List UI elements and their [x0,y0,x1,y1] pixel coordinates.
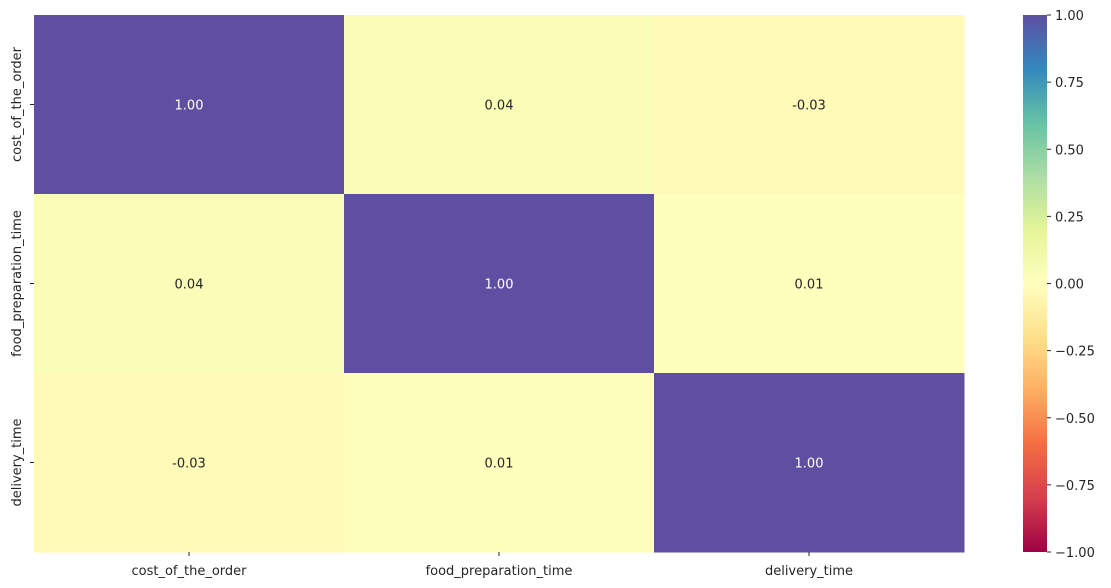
y-axis: cost_of_the_order food_preparation_timede… [10,46,34,507]
x-axis: cost_of_the_order food_preparation_time de… [131,552,853,579]
colorbar-tick-label: 0.50 [1055,143,1084,158]
x-tick-label: food_preparation_time [426,564,573,579]
y-tick-label: cost_of_the_order [10,46,25,162]
cell-annotation: -0.03 [172,457,206,472]
heatmap-cell [654,373,965,553]
cell-annotation: 1.00 [175,99,204,114]
heatmap-cell [344,373,655,553]
heatmap-cell [34,194,345,374]
heatmap-cell [344,15,655,195]
cell-annotation: 0.01 [795,278,824,293]
colorbar-tick-label: −0.25 [1055,345,1095,360]
cell-annotation: 0.04 [175,278,204,293]
colorbar-tick-label: −0.75 [1055,479,1095,494]
cell-annotation: 0.01 [485,457,514,472]
y-tick-label: food_preparation_time [10,210,25,357]
heatmap-cell [654,15,965,195]
x-tick-label: cost_of_the_order [131,564,247,579]
heatmap-cell [654,194,965,374]
colorbar-tick-label: 1.00 [1055,9,1084,24]
cell-annotation: -0.03 [792,99,826,114]
y-tick-label: delivery_time [10,418,25,506]
x-tick-label: delivery_time [765,564,853,579]
colorbar [1023,15,1047,552]
heatmap-cell [344,194,655,374]
cell-annotation: 1.00 [485,278,514,293]
colorbar-ticks: −1.00 −0.75 −0.50 −0.25 0.00 0.25 0.50 0.75 1.00 [1047,9,1095,561]
heatmap-cell [34,15,345,195]
heatmap-cells: 1.00 0.04 -0.03 0.04 1.00 0.01 -0.03 0.01 1.00 [34,15,965,553]
colorbar-gradient [1023,15,1047,552]
heatmap-cell [34,373,345,553]
colorbar-tick-label: −0.50 [1055,412,1095,427]
colorbar-tick-label: 0.75 [1055,76,1084,91]
colorbar-tick-label: −1.00 [1055,546,1095,561]
colorbar-tick-label: 0.25 [1055,210,1084,225]
cell-annotation: 0.04 [485,99,514,114]
colorbar-tick-label: 0.00 [1055,278,1084,293]
cell-annotation: 1.00 [795,457,824,472]
